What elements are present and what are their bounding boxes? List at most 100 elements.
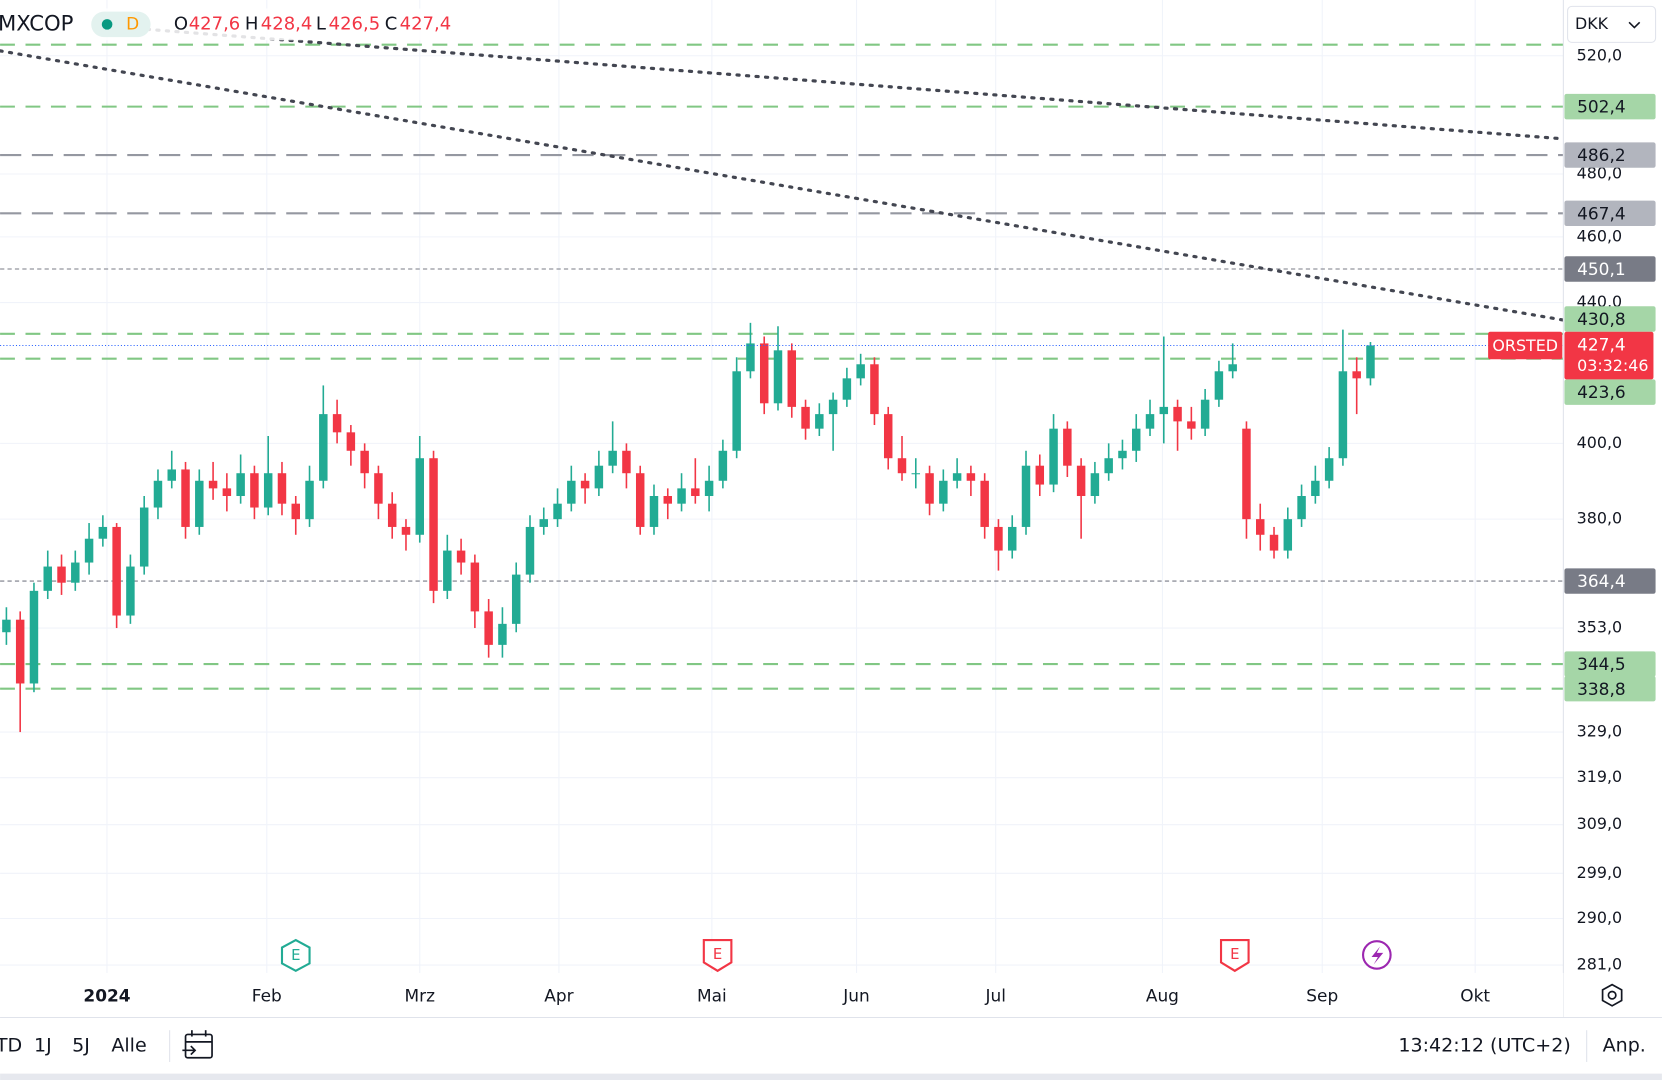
x-tick-label: Jun	[842, 985, 869, 1005]
header-bg	[0, 8, 456, 41]
candle-body	[1159, 406, 1169, 415]
candle-body	[222, 488, 232, 497]
candle-body	[305, 480, 314, 520]
candle-body	[1131, 428, 1141, 451]
range-button[interactable]: 1J	[34, 1035, 52, 1057]
event-label: E	[291, 947, 300, 964]
level-label: 450,1	[1577, 259, 1625, 279]
candle-body	[883, 414, 893, 459]
event-marker[interactable]: E	[702, 939, 733, 973]
last-price-bg	[1564, 331, 1654, 380]
date-range-button[interactable]	[182, 1030, 213, 1059]
price-scale[interactable]	[1563, 0, 1662, 1018]
candle-body	[925, 473, 934, 504]
y-tick-label: 299,0	[1577, 863, 1622, 882]
candle-body	[1283, 519, 1293, 551]
candle-body	[1049, 428, 1058, 485]
dropdown-arrow	[1628, 21, 1641, 29]
candle-body	[704, 480, 714, 497]
ohlc-value: 426,5	[329, 13, 381, 34]
range-button[interactable]: 5J	[72, 1035, 90, 1057]
range-button[interactable]: TD	[0, 1035, 22, 1057]
candle-body	[387, 503, 397, 527]
level-label-bg	[1564, 256, 1656, 282]
candle-body	[1242, 428, 1251, 520]
adjust-button[interactable]: Anp.	[1603, 1035, 1646, 1057]
candle-body	[635, 473, 645, 527]
candle-body	[553, 503, 562, 520]
candle-body	[801, 406, 810, 429]
level-label-bg	[1564, 142, 1656, 168]
candle-body	[1352, 371, 1361, 379]
event-marker[interactable]: E	[280, 938, 311, 973]
level-label-bg	[1564, 93, 1656, 120]
time-axis	[0, 972, 1564, 1018]
y-tick-label: 480,0	[1577, 164, 1622, 183]
candle-body	[112, 526, 121, 616]
settings-button[interactable]	[1601, 983, 1623, 1007]
level-label-bg	[1564, 568, 1656, 594]
candle-body	[167, 469, 176, 481]
ohlc-value: 427,6	[189, 13, 241, 34]
candle-body	[815, 414, 824, 429]
x-tick-label: Aug	[1146, 985, 1179, 1005]
trend-line[interactable]	[136, 27, 1565, 141]
candle-body	[401, 526, 411, 535]
candle-body	[1173, 406, 1182, 422]
candle-body	[1338, 371, 1348, 459]
candle-body	[484, 611, 493, 645]
y-tick-label: 380,0	[1577, 509, 1622, 528]
y-tick-label: 309,0	[1577, 814, 1622, 833]
candle-body	[71, 562, 80, 583]
x-tick-label: Sep	[1306, 985, 1338, 1005]
candle-body	[84, 538, 94, 563]
candle-body	[1090, 473, 1100, 497]
candle-body	[911, 473, 921, 475]
last-price-label: 427,4	[1577, 334, 1625, 354]
candle-body	[153, 480, 163, 508]
level-label-bg	[1564, 379, 1656, 405]
candle-body	[456, 550, 466, 563]
candle-body	[1228, 364, 1237, 372]
candle-body	[1007, 526, 1017, 551]
x-tick-label: Jul	[984, 985, 1005, 1005]
dividend-marker[interactable]	[1361, 940, 1392, 970]
candle-body	[1297, 496, 1306, 520]
candle-body	[263, 473, 273, 508]
ohlc-label: O	[174, 13, 188, 34]
candle-body	[181, 469, 190, 527]
event-marker[interactable]: E	[1219, 939, 1250, 973]
candle-body	[319, 414, 328, 481]
symbol-label-bg	[1488, 331, 1563, 360]
candle-body	[498, 623, 507, 645]
symbol[interactable]: MXCOP	[0, 10, 74, 35]
candle-body	[139, 507, 149, 567]
candle-body	[567, 480, 576, 504]
candle-body	[1214, 371, 1224, 400]
candle-body	[360, 450, 369, 474]
event-label: E	[713, 946, 722, 963]
candle-body	[429, 458, 438, 591]
candle-body	[43, 566, 52, 591]
candle-body	[994, 526, 1003, 551]
candle-body	[1200, 399, 1210, 429]
y-tick-label: 281,0	[1577, 955, 1622, 974]
clock[interactable]: 13:42:12 (UTC+2)	[1398, 1035, 1570, 1057]
level-label-bg	[1564, 675, 1656, 702]
range-button[interactable]: Alle	[111, 1035, 146, 1057]
currency-button[interactable]	[1567, 5, 1657, 43]
ohlc-label: H	[245, 13, 259, 34]
trend-line[interactable]	[0, 49, 1565, 322]
level-label: 430,8	[1577, 309, 1625, 329]
candle-body	[415, 458, 424, 535]
price-labels: 502,4 486,2 467,4 450,1 430,8 423,6 364,4 344,5…	[1488, 93, 1656, 702]
candle-body	[842, 378, 852, 400]
candle-body	[759, 343, 769, 404]
candle-body	[470, 562, 480, 612]
ohlc-label: C	[385, 13, 398, 34]
level-label: 486,2	[1577, 145, 1625, 165]
x-tick-label: 2024	[83, 985, 130, 1005]
x-tick-label: Okt	[1460, 985, 1490, 1005]
countdown: 03:32:46	[1577, 356, 1648, 375]
